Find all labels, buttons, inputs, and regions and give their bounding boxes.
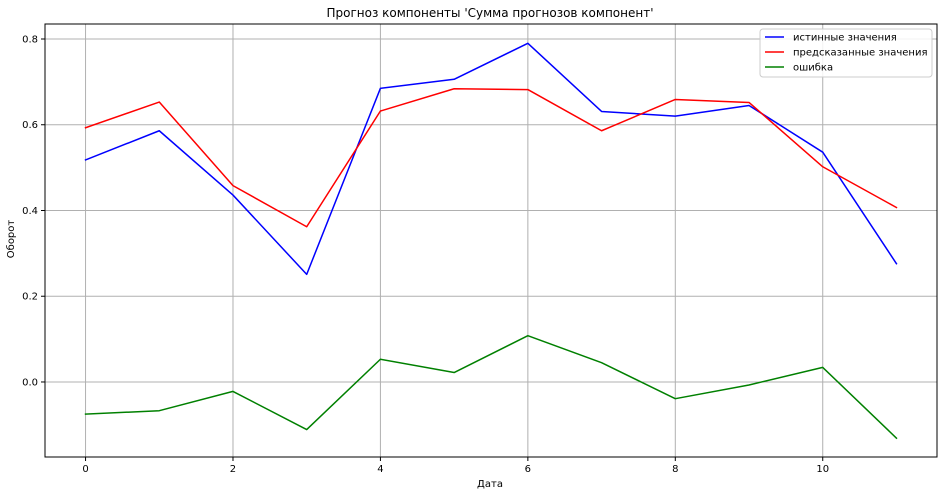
- x-tick-label: 6: [525, 464, 531, 475]
- y-tick-label: 0.0: [22, 377, 38, 388]
- y-tick-label: 0.2: [22, 292, 38, 303]
- legend: истинные значения предсказанные значения о…: [759, 28, 933, 78]
- legend-label: ошибка: [793, 63, 833, 74]
- x-tick-label: 10: [816, 464, 829, 475]
- axis-ticks: 0 2 4 6 8 10 0.0 0.2 0.4 0.6 0.8: [22, 35, 829, 475]
- plot-frame: [44, 23, 938, 458]
- y-tick-label: 0.6: [22, 120, 38, 131]
- series-lines: [84, 42, 898, 440]
- legend-box: [759, 28, 933, 78]
- x-tick-label: 8: [672, 464, 678, 475]
- x-tick-label: 4: [377, 464, 383, 475]
- x-axis-label: Дата: [477, 479, 503, 490]
- y-tick-label: 0.8: [22, 35, 38, 46]
- legend-label: истинные значения: [793, 33, 897, 44]
- x-tick-label: 0: [82, 464, 88, 475]
- chart-title: Прогноз компоненты 'Сумма прогнозов комп…: [326, 6, 653, 20]
- y-tick-label: 0.4: [22, 206, 38, 217]
- series-line: [84, 334, 898, 440]
- series-line: [84, 87, 898, 228]
- y-axis-label: Оборот: [6, 220, 17, 259]
- legend-label: предсказанные значения: [793, 48, 927, 59]
- x-tick-label: 2: [230, 464, 236, 475]
